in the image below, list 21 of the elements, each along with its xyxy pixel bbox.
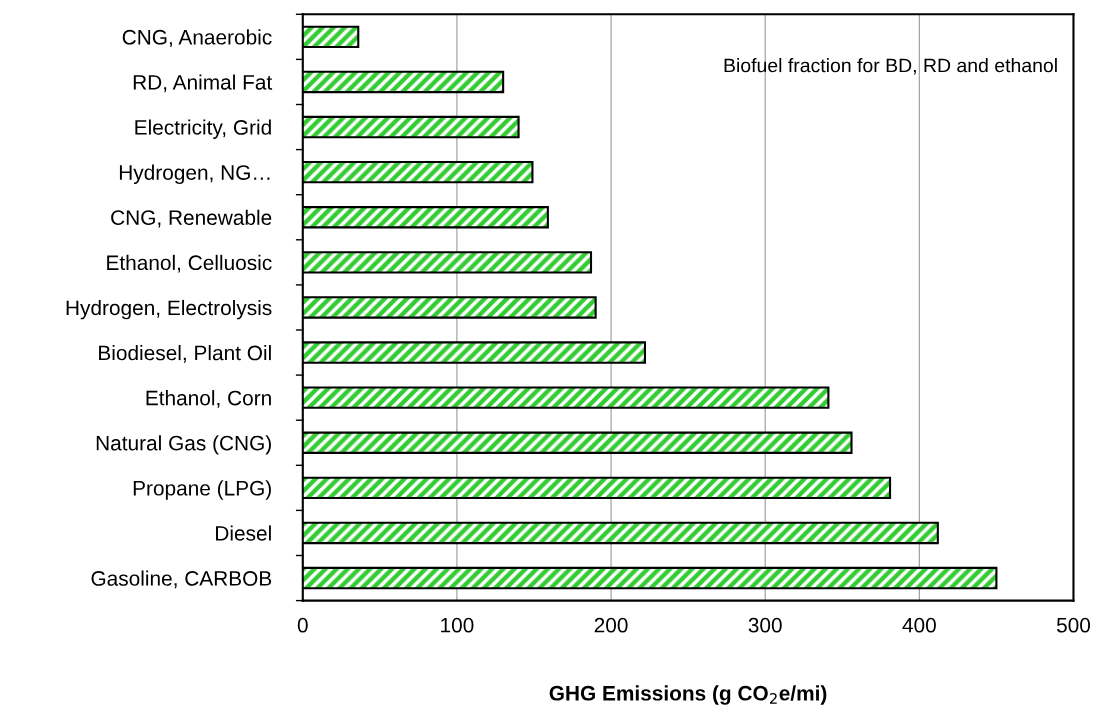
- y-tick-label: CNG, Renewable: [111, 209, 272, 228]
- x-axis-title: GHG Emissions (g CO$_{2}$e/mi): [549, 685, 827, 705]
- y-tick-label: Hydrogen, NG…: [119, 164, 270, 185]
- y-tick-label: Electricity, Grid: [135, 119, 271, 139]
- y-tick-label: Biodiesel, Plant Oil: [99, 345, 271, 363]
- annotation: Biofuel fraction for BD, RD and ethanol: [724, 58, 1057, 75]
- y-tick-label: Natural Gas (CNG): [96, 435, 271, 455]
- x-tick-label: 500: [1056, 617, 1091, 633]
- x-tick-label: 300: [748, 617, 782, 633]
- y-tick-label: CNG, Anaerobic: [122, 29, 272, 48]
- y-tick-label: Propane (LPG): [133, 480, 271, 500]
- x-tick-label: 200: [594, 617, 628, 633]
- y-tick-label: Diesel: [216, 525, 271, 541]
- y-tick-label: Ethanol, Celluosic: [107, 254, 272, 273]
- y-tick-label: Ethanol, Corn: [146, 390, 271, 408]
- x-tick-label: 100: [441, 617, 474, 633]
- x-tick-label: 0: [297, 617, 308, 633]
- x-tick-label: 400: [902, 617, 936, 633]
- y-tick-label: RD, Animal Fat: [133, 74, 273, 93]
- y-tick-label: Gasoline, CARBOB: [91, 570, 272, 589]
- y-tick-label: Hydrogen, Electrolysis: [66, 299, 272, 320]
